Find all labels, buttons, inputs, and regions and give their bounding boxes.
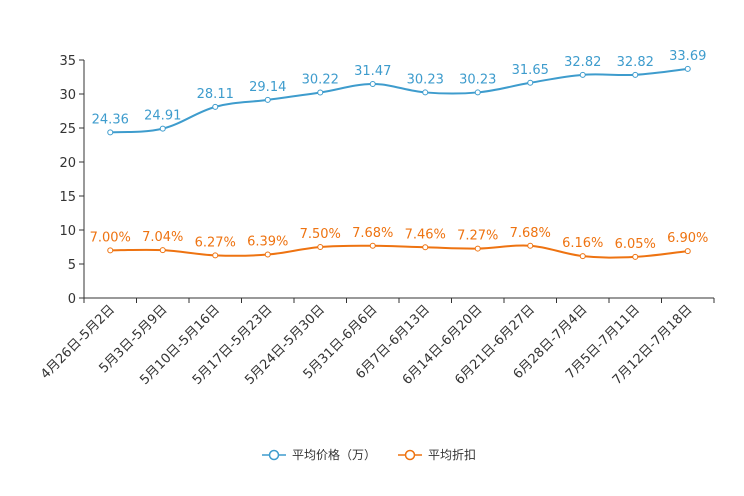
data-point bbox=[422, 244, 429, 251]
data-point bbox=[264, 96, 271, 103]
series-line bbox=[110, 67, 688, 134]
data-point bbox=[474, 245, 481, 252]
y-tick-label: 30 bbox=[59, 88, 76, 103]
data-point bbox=[684, 248, 691, 255]
data-label: 30.22 bbox=[302, 73, 339, 88]
data-point bbox=[684, 65, 691, 72]
data-point bbox=[422, 89, 429, 96]
y-tick-label: 35 bbox=[59, 54, 76, 69]
series-1: 7.00% 7.04% 6.27% 6.39% 7.50% 7.68% 7.46% 7.27%… bbox=[90, 226, 708, 260]
y-tick-label: 25 bbox=[59, 122, 76, 137]
data-point bbox=[107, 129, 114, 136]
legend-label: 平均折扣 bbox=[428, 447, 476, 462]
legend: 平均价格（万） 平均折扣 bbox=[262, 447, 476, 462]
data-label: 30.23 bbox=[459, 72, 496, 87]
data-label: 7.46% bbox=[405, 227, 446, 242]
y-tick-label: 0 bbox=[68, 292, 76, 307]
data-label: 6.16% bbox=[562, 236, 603, 251]
data-label: 6.27% bbox=[195, 235, 236, 250]
data-label: 7.50% bbox=[300, 227, 341, 242]
data-label: 28.11 bbox=[197, 87, 234, 102]
legend-label: 平均价格（万） bbox=[292, 447, 376, 462]
data-label: 24.36 bbox=[92, 112, 129, 127]
data-label: 24.91 bbox=[144, 109, 181, 124]
data-label: 6.90% bbox=[667, 231, 708, 246]
data-label: 6.05% bbox=[615, 237, 656, 252]
data-label: 7.68% bbox=[352, 226, 393, 241]
data-label: 7.00% bbox=[90, 230, 131, 245]
data-label: 7.68% bbox=[510, 226, 551, 241]
data-label: 29.14 bbox=[249, 80, 286, 95]
data-label: 33.69 bbox=[669, 49, 706, 64]
series-line bbox=[110, 244, 688, 259]
data-label: 30.23 bbox=[407, 72, 444, 87]
data-point bbox=[264, 251, 271, 258]
data-point bbox=[579, 71, 586, 78]
y-tick-label: 5 bbox=[68, 258, 76, 273]
data-label: 7.04% bbox=[142, 230, 183, 245]
data-point bbox=[212, 252, 219, 259]
data-point bbox=[159, 247, 166, 254]
y-tick-label: 20 bbox=[59, 156, 76, 171]
legend-item-0[interactable]: 平均价格（万） bbox=[262, 447, 376, 462]
data-label: 6.39% bbox=[247, 235, 288, 250]
data-point bbox=[317, 89, 324, 96]
data-point bbox=[159, 125, 166, 132]
data-point bbox=[317, 244, 324, 250]
data-point bbox=[212, 103, 219, 110]
data-point bbox=[527, 242, 534, 249]
data-label: 7.27% bbox=[457, 229, 498, 244]
data-point bbox=[369, 81, 376, 88]
legend-marker bbox=[404, 449, 416, 461]
y-tick-label: 15 bbox=[59, 190, 76, 205]
data-point bbox=[527, 79, 534, 86]
data-point bbox=[369, 242, 376, 249]
y-tick-label: 10 bbox=[59, 224, 76, 239]
series-layer: 24.36 24.91 28.11 29.14 30.22 31.47 30.23 30.23… bbox=[90, 49, 708, 260]
data-point bbox=[632, 71, 639, 78]
data-point bbox=[474, 89, 481, 96]
data-label: 32.82 bbox=[564, 55, 601, 70]
data-point bbox=[632, 253, 639, 260]
data-label: 31.47 bbox=[354, 64, 391, 79]
legend-item-1[interactable]: 平均折扣 bbox=[398, 447, 476, 462]
data-point bbox=[107, 247, 114, 254]
data-point bbox=[579, 253, 586, 260]
series-0: 24.36 24.91 28.11 29.14 30.22 31.47 30.23 30.23… bbox=[92, 49, 706, 136]
data-label: 31.65 bbox=[512, 63, 549, 78]
legend-marker bbox=[268, 449, 280, 461]
data-label: 32.82 bbox=[617, 55, 654, 70]
axes: 051015202530354月26日-5月2日5月3日-5月9日5月10日-5… bbox=[38, 54, 715, 388]
